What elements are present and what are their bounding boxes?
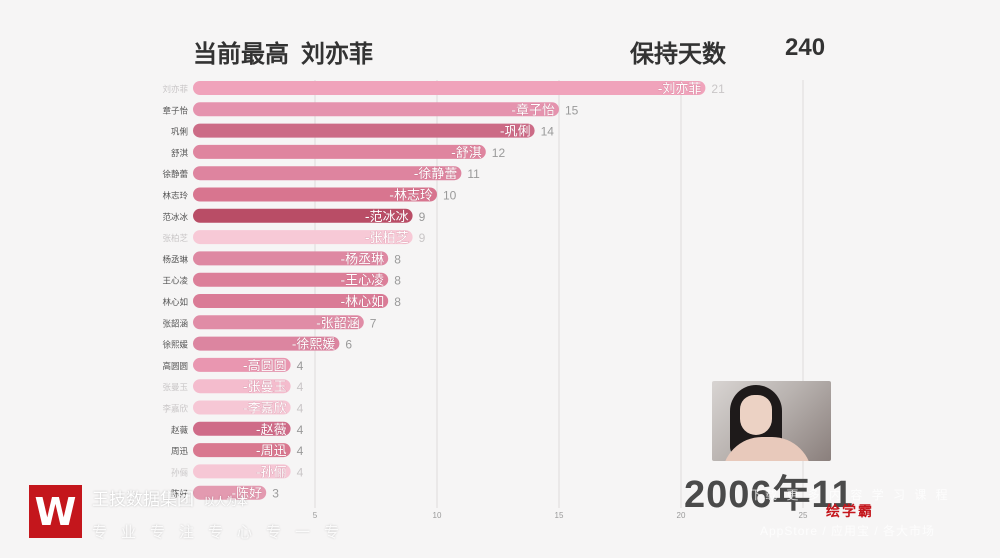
bar-name-label: -刘亦菲 — [658, 81, 702, 97]
bar — [193, 421, 291, 436]
bar — [193, 294, 389, 308]
bar-name-label: -周迅 — [256, 444, 287, 459]
value-label: 9 — [419, 231, 426, 245]
bar — [193, 272, 389, 287]
category-label: 章子怡 — [162, 105, 188, 116]
category-label: 周迅 — [171, 447, 189, 457]
bar-name-label: -舒淇 — [451, 146, 482, 161]
value-label: 6 — [345, 338, 352, 352]
current-top-label: 当前最高 — [193, 41, 289, 68]
bar-name-label: -王心凌 — [340, 274, 384, 289]
category-label: 李嘉欣 — [162, 404, 188, 415]
value-label: 4 — [297, 423, 304, 437]
value-label: 11 — [467, 167, 480, 181]
bar-name-label: -徐熙媛 — [292, 338, 336, 353]
category-label: 张曼玉 — [162, 383, 188, 393]
bar-name-label: -李嘉欣 — [243, 402, 287, 417]
value-label: 10 — [443, 189, 457, 203]
watermark-left-line1: 王技数据集团 以人为本 — [92, 490, 248, 509]
bar-name-label: -林志玲 — [389, 189, 433, 204]
value-label: 4 — [297, 380, 304, 394]
category-label: 高圆圆 — [162, 361, 188, 372]
bar-name-label: -高圆圆 — [243, 358, 287, 374]
value-label: 3 — [272, 487, 279, 501]
bar — [193, 102, 559, 117]
x-tick-label: 15 — [555, 511, 564, 520]
days-held-value: 240 — [785, 34, 826, 61]
category-label: 孙俪 — [171, 467, 189, 478]
current-top-name: 刘亦菲 — [301, 41, 373, 68]
bar — [193, 379, 291, 394]
bar — [193, 315, 364, 330]
bar — [193, 464, 291, 479]
value-label: 14 — [541, 125, 555, 139]
value-label: 8 — [394, 295, 401, 309]
bar-name-label: -张韶涵 — [316, 315, 360, 331]
category-label: 张柏芝 — [162, 233, 188, 244]
value-label: 21 — [711, 82, 725, 96]
category-label: 舒淇 — [171, 148, 189, 159]
bar-name-label: -徐静蕾 — [414, 167, 458, 182]
category-label: 杨丞琳 — [162, 254, 188, 265]
bar — [193, 357, 291, 372]
value-label: 4 — [297, 359, 304, 373]
days-held-label: 保持天数 — [630, 41, 726, 68]
value-label: 9 — [419, 210, 426, 224]
bar-name-label: -杨丞琳 — [340, 252, 384, 267]
bar — [193, 123, 535, 138]
value-label: 15 — [565, 103, 579, 117]
category-label: 刘亦菲 — [162, 84, 188, 95]
watermark-right-line2: AppStore / 应用宝 / 各大市场 — [760, 524, 936, 538]
value-label: 4 — [297, 402, 304, 416]
category-label: 巩俐 — [171, 127, 188, 138]
bar — [193, 443, 291, 458]
value-label: 8 — [394, 252, 401, 266]
bar — [193, 251, 389, 266]
bar — [193, 400, 291, 415]
leader-photo — [712, 381, 831, 461]
bar-name-label: -陈好 — [231, 486, 262, 502]
bar-name-label: -章子怡 — [511, 102, 555, 118]
bar-name-label: -张柏芝 — [365, 230, 409, 246]
brand-label: 绘学霸 — [826, 503, 874, 519]
bar — [193, 485, 267, 500]
value-label: 8 — [394, 274, 401, 288]
category-label: 陈好 — [171, 489, 189, 500]
logo-icon: W — [29, 485, 82, 538]
category-label: 王心凌 — [162, 276, 188, 287]
watermark-right-line1: 下载 更 多 内 容 学 习 课 程 — [750, 488, 951, 502]
category-label: 范冰冰 — [162, 212, 188, 223]
category-label: 徐静蕾 — [162, 169, 188, 180]
bar — [193, 336, 340, 351]
bar-name-label: -范冰冰 — [365, 210, 409, 225]
bar — [193, 81, 706, 95]
watermark-left-line2: 专业专注专心专一专 — [92, 524, 354, 541]
bar — [193, 230, 413, 245]
x-tick-label: 20 — [677, 511, 686, 520]
bar-name-label: -孙俪 — [256, 465, 287, 480]
x-tick-label: 10 — [433, 511, 442, 520]
bar-name-label: -张曼玉 — [243, 380, 287, 395]
bar-name-label: -赵薇 — [256, 423, 287, 438]
value-label: 12 — [492, 146, 506, 160]
category-label: 徐熙媛 — [162, 340, 188, 351]
value-label: 4 — [297, 444, 304, 458]
value-label: 4 — [297, 465, 304, 479]
x-tick-label: 25 — [799, 511, 808, 520]
category-label: 林志玲 — [162, 191, 188, 202]
date-label: 2006年11 — [684, 474, 854, 516]
value-label: 7 — [370, 316, 377, 330]
category-label: 赵薇 — [171, 425, 189, 436]
bar — [193, 208, 413, 223]
bar — [193, 144, 486, 159]
category-label: 林心如 — [162, 297, 188, 308]
x-tick-label: 5 — [313, 511, 318, 520]
bar-name-label: -巩俐 — [500, 125, 531, 140]
bar — [193, 166, 462, 181]
bar — [193, 187, 437, 202]
category-label: 张韶涵 — [162, 318, 188, 329]
bar-name-label: -林心如 — [340, 294, 384, 310]
